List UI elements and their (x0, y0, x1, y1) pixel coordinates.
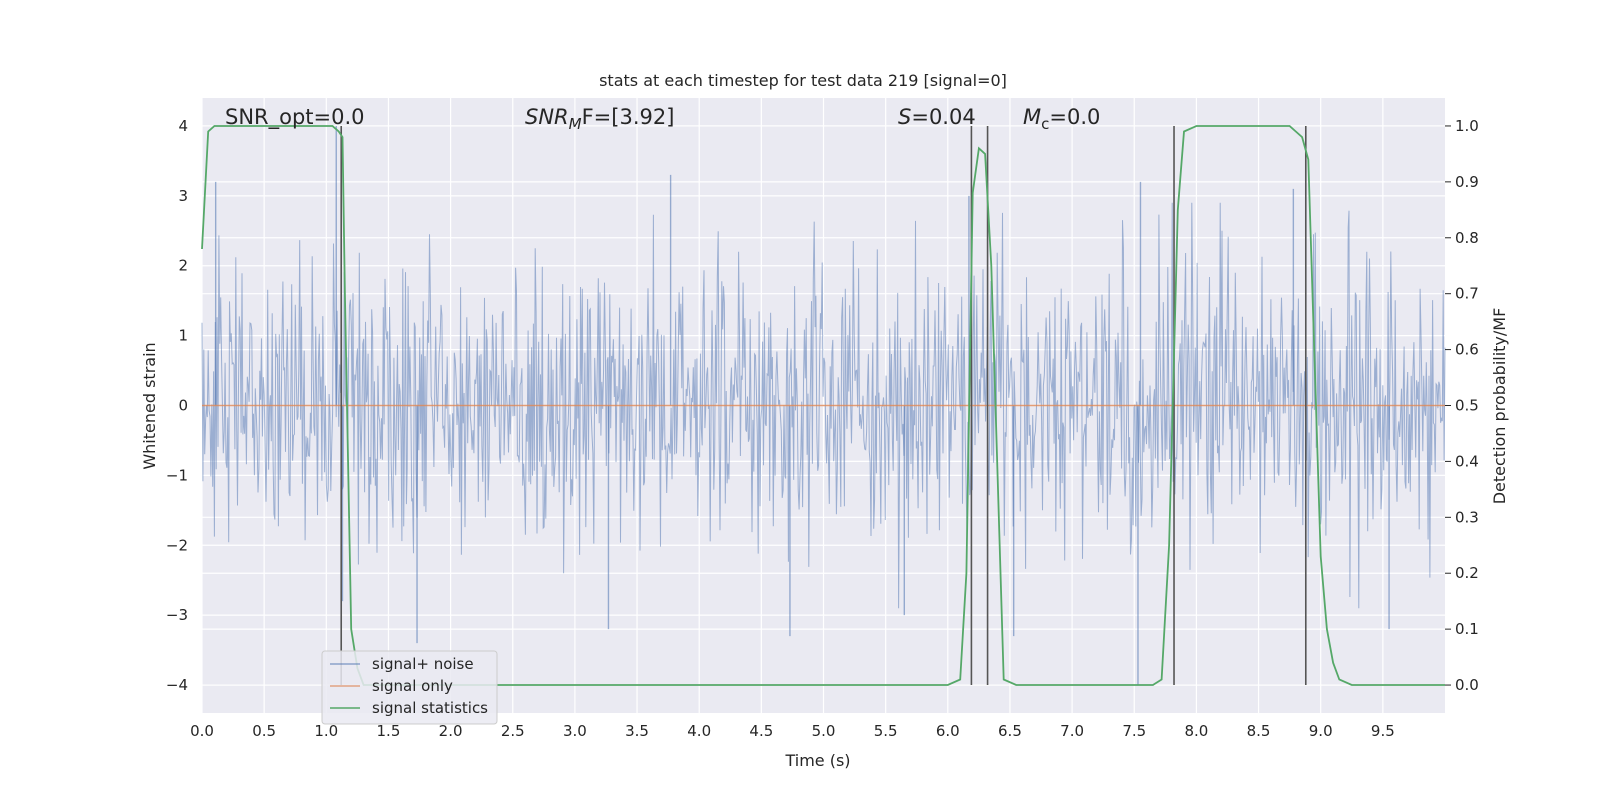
x-tick-label: 8.0 (1184, 722, 1208, 740)
x-tick-label: 6.5 (998, 722, 1022, 740)
y-tick-label: −1 (166, 466, 188, 484)
x-tick-label: 9.5 (1371, 722, 1395, 740)
x-ticks: 0.0 0.5 1.0 1.5 2.0 2.5 3.0 3.5 4.0 4.5 5.0 5.5 6.0 6… (190, 722, 1395, 740)
y2-tick-label: 1.0 (1455, 117, 1479, 135)
y-tick-label: −4 (166, 676, 188, 694)
y-tick-label: −3 (166, 606, 188, 624)
y2-tick-label: 0.6 (1455, 341, 1479, 359)
x-tick-label: 8.5 (1247, 722, 1271, 740)
x-tick-label: 2.0 (439, 722, 463, 740)
y-tick-label: −2 (166, 536, 188, 554)
y2-tick-label: 0.0 (1455, 676, 1479, 694)
y-tick-label: 4 (178, 117, 188, 135)
x-axis-label: Time (s) (784, 751, 850, 770)
x-tick-label: 6.0 (936, 722, 960, 740)
legend-label-signal-only: signal only (372, 677, 453, 695)
y2-tick-label: 0.9 (1455, 173, 1479, 191)
y-tick-label: 2 (178, 257, 188, 275)
x-tick-label: 1.5 (377, 722, 401, 740)
x-tick-label: 4.0 (687, 722, 711, 740)
y-tick-label: 0 (178, 397, 188, 415)
annotation-snr-mf: SNRMF=[3.92] (525, 105, 674, 133)
series-signal-noise (201, 125, 1446, 686)
y2-axis-label: Detection probability/MF (1490, 308, 1509, 505)
x-tick-label: 3.0 (563, 722, 587, 740)
chart-title: stats at each timestep for test data 219… (599, 71, 1007, 90)
y2-tick-label: 0.7 (1455, 285, 1479, 303)
x-tick-label: 3.5 (625, 722, 649, 740)
x-tick-label: 0.0 (190, 722, 214, 740)
annotation-snr-opt: SNR_opt=0.0 (225, 105, 365, 130)
y2-tick-label: 0.5 (1455, 397, 1479, 415)
x-tick-label: 7.0 (1060, 722, 1084, 740)
x-tick-label: 1.0 (314, 722, 338, 740)
noise-trace (201, 202, 1446, 609)
x-tick-label: 4.5 (749, 722, 773, 740)
legend-label-signal-statistics: signal statistics (372, 699, 488, 717)
y2-ticks: 1.0 0.9 0.8 0.7 0.6 0.5 0.4 0.3 0.2 0.1 0.0 (1445, 117, 1479, 694)
y2-tick-label: 0.8 (1455, 229, 1479, 247)
x-tick-label: 5.0 (812, 722, 836, 740)
legend-box (321, 650, 498, 725)
y-tick-label: 1 (178, 327, 188, 345)
legend: signal+ noise signal only signal statist… (321, 650, 498, 725)
y2-tick-label: 0.2 (1455, 564, 1479, 582)
series-signal-statistics (201, 125, 1445, 686)
x-tick-label: 7.5 (1122, 722, 1146, 740)
y-ticks: 4 3 2 1 0 −1 −2 −3 −4 (166, 117, 188, 694)
y-axis-label: Whitened strain (140, 342, 159, 469)
y-tick-label: 3 (178, 187, 188, 205)
legend-label-signal-noise: signal+ noise (372, 655, 474, 673)
annotation-mc: Mc=0.0 (1023, 105, 1100, 133)
y2-tick-label: 0.3 (1455, 508, 1479, 526)
y2-tick-label: 0.1 (1455, 620, 1479, 638)
y2-tick-label: 0.4 (1455, 452, 1479, 470)
x-tick-label: 5.5 (874, 722, 898, 740)
x-tick-label: 0.5 (252, 722, 276, 740)
x-tick-label: 9.0 (1309, 722, 1333, 740)
x-tick-label: 2.5 (501, 722, 525, 740)
annotation-s: S=0.04 (898, 105, 976, 129)
statistics-line (201, 125, 1445, 686)
